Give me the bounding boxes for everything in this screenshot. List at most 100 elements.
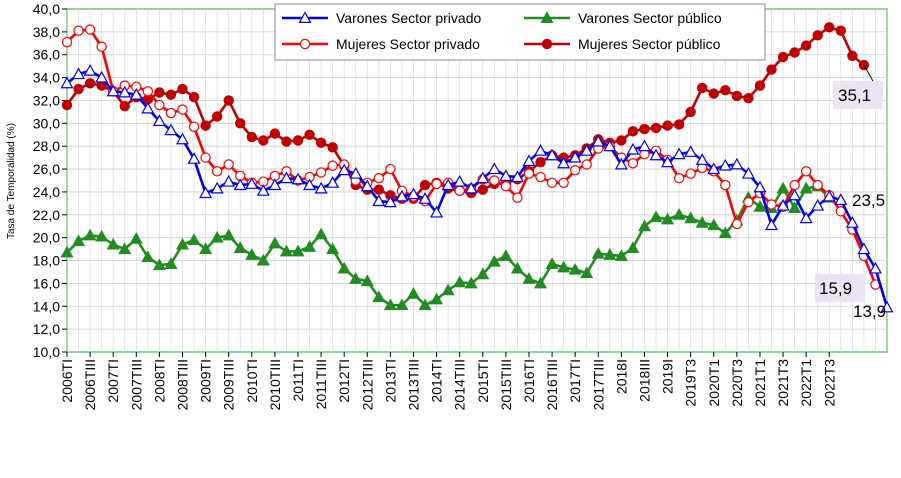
data-point bbox=[591, 246, 605, 259]
data-point bbox=[720, 84, 731, 96]
data-point bbox=[431, 178, 442, 190]
data-point bbox=[142, 86, 154, 97]
data-point bbox=[477, 184, 488, 195]
data-point bbox=[165, 107, 177, 119]
y-tick-label: 30,0 bbox=[33, 115, 60, 131]
data-point bbox=[568, 262, 582, 275]
plot-area bbox=[66, 8, 888, 353]
data-point bbox=[73, 25, 84, 36]
data-point bbox=[223, 159, 234, 170]
data-point bbox=[476, 267, 490, 280]
data-point bbox=[419, 179, 431, 191]
data-point bbox=[303, 178, 317, 191]
data-point bbox=[279, 171, 293, 184]
data-point bbox=[129, 88, 143, 100]
data-point bbox=[453, 275, 467, 288]
data-point bbox=[315, 167, 327, 178]
legend-label: Mujeres Sector privado bbox=[336, 36, 480, 52]
data-point bbox=[314, 227, 328, 240]
x-tick-label: 2006TIII bbox=[82, 359, 98, 410]
x-tick-label: 2015TIII bbox=[498, 359, 514, 410]
data-point bbox=[603, 139, 617, 152]
data-point bbox=[60, 245, 74, 258]
data-point bbox=[246, 131, 257, 143]
y-tick-label: 18,0 bbox=[33, 253, 60, 269]
data-point bbox=[464, 276, 478, 289]
data-point bbox=[500, 181, 512, 192]
data-point bbox=[154, 99, 165, 111]
data-point bbox=[637, 139, 651, 152]
annotation-label: 13,9 bbox=[853, 302, 886, 321]
data-point bbox=[164, 257, 178, 269]
data-point bbox=[568, 150, 582, 163]
data-point bbox=[546, 177, 558, 188]
data-point bbox=[743, 92, 754, 104]
data-point bbox=[175, 237, 190, 250]
data-point bbox=[372, 290, 386, 303]
data-point bbox=[673, 119, 685, 130]
data-point bbox=[430, 292, 444, 305]
data-point bbox=[373, 184, 385, 195]
x-tick-label: 2016TIII bbox=[544, 359, 560, 410]
data-point bbox=[649, 148, 663, 161]
data-point bbox=[72, 234, 86, 247]
data-point bbox=[154, 87, 165, 98]
data-point bbox=[580, 144, 594, 156]
data-point bbox=[800, 166, 812, 177]
data-point bbox=[812, 179, 823, 191]
data-point bbox=[118, 242, 132, 255]
x-tick-label: 2019T3 bbox=[683, 359, 699, 407]
data-point bbox=[337, 163, 351, 176]
data-point bbox=[304, 129, 315, 140]
data-point bbox=[164, 123, 178, 136]
data-point bbox=[327, 142, 338, 153]
data-point bbox=[211, 111, 223, 122]
data-point bbox=[845, 216, 859, 228]
data-point bbox=[73, 83, 84, 95]
data-point bbox=[743, 197, 754, 208]
data-point bbox=[119, 100, 130, 112]
data-point bbox=[72, 67, 86, 80]
y-tick-label: 38,0 bbox=[33, 24, 60, 40]
data-point bbox=[811, 198, 825, 211]
data-point bbox=[708, 88, 719, 99]
data-point bbox=[545, 257, 559, 269]
data-point bbox=[799, 211, 813, 224]
data-point bbox=[199, 242, 213, 255]
data-point bbox=[685, 168, 696, 179]
x-tick-label: 2020T3 bbox=[729, 359, 745, 407]
data-point bbox=[580, 266, 594, 279]
data-point bbox=[235, 118, 246, 129]
data-point bbox=[695, 216, 709, 228]
data-point bbox=[383, 298, 397, 311]
x-axis-ticks: 2006TI 2006TIII 2007TI 2007TIII 2008TI 2008TI… bbox=[59, 352, 837, 410]
x-tick-label: 2007TI bbox=[105, 359, 121, 403]
data-point bbox=[454, 185, 465, 196]
legend-label: Varones Sector público bbox=[578, 10, 722, 26]
data-point bbox=[60, 76, 74, 89]
data-point bbox=[210, 230, 224, 243]
data-point bbox=[441, 283, 455, 296]
y-tick-label: 32,0 bbox=[33, 92, 60, 108]
data-point bbox=[177, 83, 188, 95]
series-2 bbox=[60, 179, 836, 311]
data-point bbox=[834, 193, 848, 205]
data-point bbox=[118, 85, 132, 98]
x-tick-label: 2009TIII bbox=[221, 359, 237, 410]
data-point bbox=[523, 168, 535, 179]
data-point bbox=[626, 142, 640, 155]
data-point bbox=[569, 165, 581, 176]
data-point bbox=[383, 195, 397, 208]
data-point bbox=[291, 244, 305, 257]
data-point bbox=[418, 298, 432, 311]
data-point bbox=[83, 64, 97, 76]
data-point bbox=[649, 210, 663, 223]
data-point bbox=[489, 175, 500, 186]
data-point bbox=[661, 212, 675, 225]
data-point bbox=[614, 249, 628, 261]
data-point bbox=[269, 128, 281, 139]
legend: Varones Sector privado Varones Sector púb… bbox=[274, 3, 766, 61]
x-tick-label: 2014TI bbox=[429, 359, 445, 403]
data-point bbox=[788, 201, 802, 213]
